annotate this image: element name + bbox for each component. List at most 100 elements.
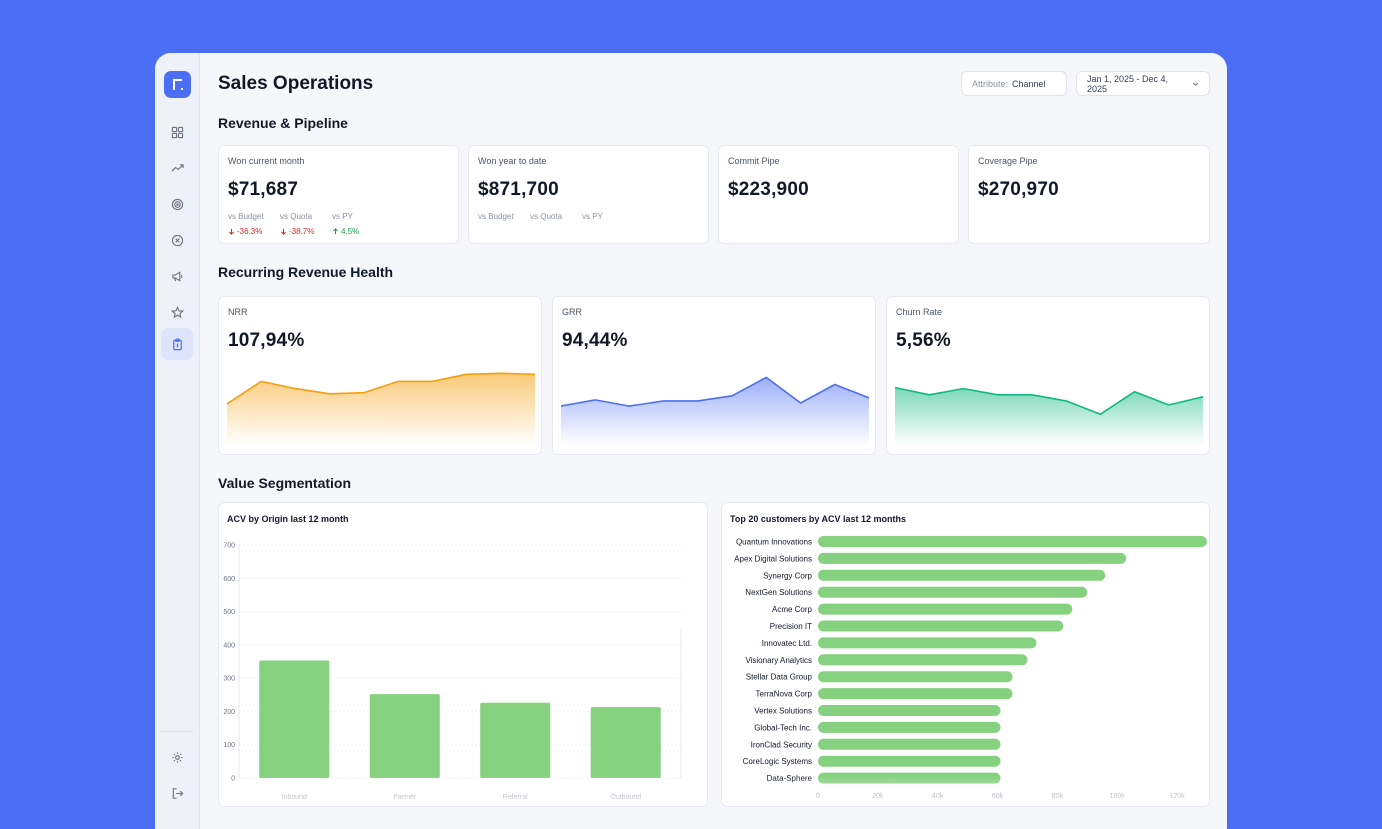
trend-icon <box>171 163 184 172</box>
churn-sparkline <box>895 386 1203 445</box>
health-card-grr[interactable]: GRR 94,44% <box>552 296 876 455</box>
kpi-label: Coverage Pipe <box>978 156 1038 166</box>
customer-label: Data-Sphere <box>767 774 813 783</box>
x-tick-label: 40k <box>932 793 944 800</box>
y-tick-label: 700 <box>223 543 235 550</box>
app-logo[interactable] <box>164 71 191 98</box>
sidebar-item-losses[interactable] <box>161 224 193 256</box>
sidebar-item-settings[interactable] <box>161 741 193 773</box>
comparison-label: vs Quota <box>530 212 563 221</box>
comparison-py: vs PY 4.5% <box>332 212 384 236</box>
kpi-comparisons: vs Budget -36.3% vs Quota -38.7% vs PY 4… <box>228 212 384 236</box>
kpi-label: Commit Pipe <box>728 156 780 166</box>
date-range-filter[interactable]: Jan 1, 2025 - Dec 4, 2025 <box>1076 71 1210 96</box>
sidebar-item-campaigns[interactable] <box>161 260 193 292</box>
comparison-label: vs PY <box>582 212 603 221</box>
chart-title: ACV by Origin last 12 month <box>227 514 349 524</box>
nrr-sparkline <box>227 372 535 445</box>
sidebar <box>155 53 200 829</box>
megaphone-icon <box>171 270 182 282</box>
kpi-label: Won year to date <box>478 156 547 166</box>
y-tick-label: 400 <box>223 642 235 649</box>
health-label: NRR <box>228 307 248 317</box>
x-tick-label: 100k <box>1110 793 1126 800</box>
customer-bar[interactable] <box>818 671 1013 683</box>
bar-referral[interactable] <box>480 702 551 778</box>
arrow-up-icon <box>332 228 339 235</box>
customer-bar[interactable] <box>818 552 1127 564</box>
logout-icon <box>172 787 183 799</box>
bar-partner[interactable] <box>369 694 440 778</box>
customer-label: Synergy Corp <box>763 571 812 580</box>
sidebar-item-targets[interactable] <box>161 188 193 220</box>
health-label: GRR <box>562 307 582 317</box>
customer-label: CoreLogic Systems <box>743 757 812 766</box>
kpi-card-won-ytd[interactable]: Won year to date $871,700 vs Budget vs Q… <box>468 145 709 244</box>
comparison-value: -38.7% <box>280 227 332 236</box>
customer-label: Quantum Innovations <box>736 538 812 547</box>
comparison-label: vs PY <box>332 212 353 221</box>
customer-label: Apex Digital Solutions <box>734 554 812 563</box>
comparison-value-text: -38.7% <box>289 227 315 236</box>
star-icon <box>170 305 184 318</box>
customer-bar[interactable] <box>818 637 1037 649</box>
customer-label: IronClad Security <box>751 740 812 749</box>
clipboard-icon <box>172 338 182 350</box>
customer-bar[interactable] <box>818 603 1073 615</box>
health-card-nrr[interactable]: NRR 107,94% <box>218 296 542 455</box>
kpi-label: Won current month <box>228 156 305 166</box>
customer-bar[interactable] <box>818 620 1064 632</box>
sparkline-area <box>227 373 535 445</box>
customer-label: Global-Tech Inc. <box>754 723 812 732</box>
x-tick-label: Outbound <box>610 794 641 801</box>
customer-label: Vertex Solutions <box>754 707 812 716</box>
bar-inbound[interactable] <box>259 660 330 778</box>
health-card-churn[interactable]: Churn Rate 5,56% <box>886 296 1210 455</box>
customer-bar[interactable] <box>818 586 1088 598</box>
kpi-card-commit-pipe[interactable]: Commit Pipe $223,900 <box>718 145 959 244</box>
customer-bar[interactable] <box>818 755 1001 767</box>
attribute-filter[interactable]: Attribute: Channel <box>961 71 1067 96</box>
sparkline-line <box>561 376 869 407</box>
sidebar-item-reports[interactable] <box>161 328 193 360</box>
customer-bar[interactable] <box>818 738 1001 750</box>
kpi-card-won-month[interactable]: Won current month $71,687 vs Budget -36.… <box>218 145 459 244</box>
health-value: 107,94% <box>228 330 305 351</box>
x-tick-label: Inbound <box>282 794 307 801</box>
customer-bar[interactable] <box>818 688 1013 700</box>
customer-bar[interactable] <box>818 721 1001 733</box>
customer-bar[interactable] <box>818 536 1207 547</box>
comparison-value: -36.3% <box>228 227 280 236</box>
kpi-value: $871,700 <box>478 179 559 200</box>
customer-bar[interactable] <box>818 772 1001 784</box>
sidebar-item-trends[interactable] <box>161 152 193 184</box>
sidebar-item-favorites[interactable] <box>161 296 193 328</box>
comparison-quota: vs Quota <box>530 212 582 221</box>
customer-bar[interactable] <box>818 705 1001 716</box>
bar-outbound[interactable] <box>590 707 661 778</box>
sparkline-area <box>561 377 869 445</box>
x-tick-label: 20k <box>872 793 884 800</box>
customer-label: TerraNova Corp <box>756 690 813 699</box>
grr-sparkline <box>561 376 869 445</box>
sidebar-item-logout[interactable] <box>161 777 193 809</box>
attribute-filter-value: Channel <box>1012 78 1046 89</box>
customer-bar[interactable] <box>818 569 1106 581</box>
comparison-value-text: -36.3% <box>237 227 263 236</box>
kpi-value: $71,687 <box>228 179 299 200</box>
comparison-value-text: 4.5% <box>341 227 360 236</box>
sidebar-item-dashboard[interactable] <box>161 116 193 148</box>
customer-bar[interactable] <box>818 654 1028 666</box>
kpi-card-coverage-pipe[interactable]: Coverage Pipe $270,970 <box>968 145 1210 244</box>
dashboard-icon <box>171 126 183 138</box>
section-title-segmentation: Value Segmentation <box>218 475 352 491</box>
comparison-quota: vs Quota -38.7% <box>280 212 332 236</box>
page-title: Sales Operations <box>218 73 374 94</box>
kpi-value: $223,900 <box>728 179 809 200</box>
comparison-label: vs Budget <box>478 212 514 221</box>
date-range-value: Jan 1, 2025 - Dec 4, 2025 <box>1087 73 1169 94</box>
y-tick-label: 500 <box>223 609 235 616</box>
y-tick-label: 200 <box>223 709 235 716</box>
top-customers-chart-card: Top 20 customers by ACV last 12 months Q… <box>721 502 1210 807</box>
x-tick-label: 80k <box>1052 793 1064 800</box>
